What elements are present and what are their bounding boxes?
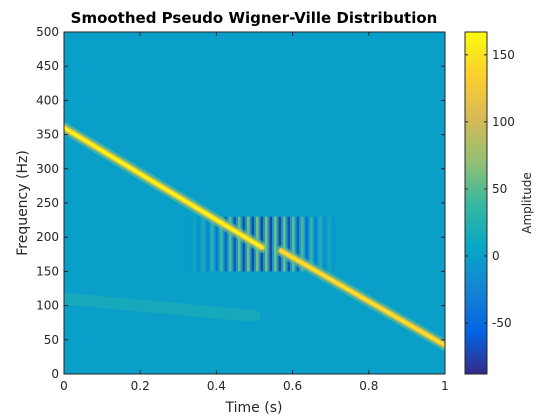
colorbar-tick-label: -50 (492, 316, 512, 330)
chart-title: Smoothed Pseudo Wigner-Ville Distributio… (71, 9, 438, 27)
colorbar-tick-label: 0 (492, 249, 500, 263)
x-axis-label: Time (s) (225, 400, 283, 416)
y-tick-label: 200 (36, 230, 59, 244)
component-2-peak (279, 249, 445, 347)
x-tick-label: 0.8 (359, 379, 378, 393)
y-tick-label: 300 (36, 162, 59, 176)
component-low-band (64, 292, 261, 322)
y-tick-label: 100 (36, 299, 59, 313)
y-axis-label: Frequency (Hz) (15, 150, 31, 256)
y-tick-label: 450 (36, 59, 59, 73)
x-tick-label: 0.2 (131, 379, 150, 393)
y-tick-label: 500 (36, 25, 59, 39)
y-axis-ticks: 0 50 100 150 200 250 300 350 400 450 500 (36, 25, 445, 381)
y-tick-label: 50 (44, 333, 59, 347)
y-tick-label: 350 (36, 128, 59, 142)
colorbar (464, 31, 488, 375)
x-axis-ticks: 0 0.2 0.4 0.6 0.8 1 (60, 32, 449, 393)
y-tick-label: 0 (51, 367, 59, 381)
y-tick-label: 400 (36, 93, 59, 107)
colorbar-tick-label: 150 (492, 48, 515, 62)
colorbar-tick-label: 100 (492, 115, 515, 129)
x-tick-label: 0 (60, 379, 68, 393)
colorbar-tick-label: 50 (492, 182, 507, 196)
y-tick-label: 250 (36, 196, 59, 210)
colorbar-label: Amplitude (520, 172, 534, 234)
x-tick-label: 0.6 (283, 379, 302, 393)
component-1-peak (64, 126, 264, 249)
heatmap-background (64, 32, 445, 374)
x-tick-label: 0.4 (207, 379, 226, 393)
x-tick-label: 1 (441, 379, 449, 393)
y-tick-label: 150 (36, 264, 59, 278)
plot-area (64, 32, 445, 374)
colorbar-ticks: -50 0 50 100 150 (465, 48, 515, 330)
